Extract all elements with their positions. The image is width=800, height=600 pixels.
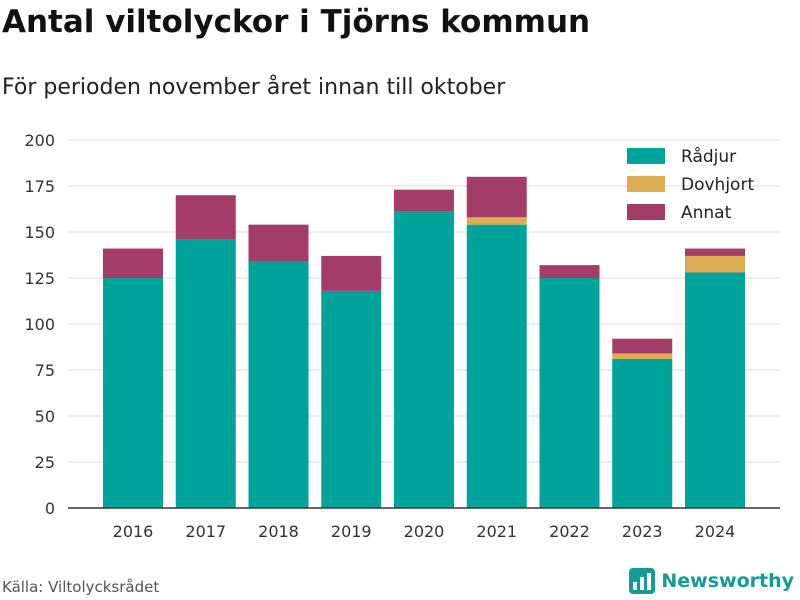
bar-segment — [539, 278, 600, 508]
y-tick-label: 75 — [35, 361, 55, 380]
x-tick-label: 2018 — [258, 522, 299, 541]
bar-segment — [685, 248, 745, 256]
x-tick-label: 2019 — [331, 522, 372, 541]
y-tick-label: 150 — [24, 223, 55, 242]
x-tick-label: 2017 — [185, 522, 226, 541]
legend-label: Annat — [681, 203, 732, 223]
bar-segment — [612, 353, 673, 359]
y-tick-label: 125 — [24, 269, 55, 288]
legend-swatch — [627, 148, 665, 164]
bar-segment — [248, 261, 309, 508]
y-tick-label: 100 — [24, 315, 55, 334]
x-tick-label: 2020 — [404, 522, 445, 541]
bar-segment — [321, 290, 382, 508]
y-tick-label: 200 — [24, 131, 55, 150]
bar-segment — [175, 239, 236, 509]
bar-segment — [466, 176, 527, 218]
bar-segment — [248, 224, 309, 262]
y-tick-label: 175 — [24, 177, 55, 196]
bar-segment — [175, 195, 236, 240]
bar-segment — [466, 224, 527, 508]
bar-segment — [321, 255, 382, 291]
x-tick-label: 2024 — [695, 522, 736, 541]
x-tick-label: 2021 — [476, 522, 517, 541]
bar-segment — [612, 338, 673, 354]
legend-label: Rådjur — [681, 146, 736, 167]
bar-segment — [685, 272, 745, 508]
legend-swatch — [627, 176, 665, 192]
x-tick-label: 2023 — [622, 522, 663, 541]
y-tick-label: 0 — [45, 499, 55, 518]
y-tick-label: 25 — [35, 453, 55, 472]
bar-segment — [466, 217, 527, 225]
source-note: Källa: Viltolycksrådet — [2, 578, 160, 596]
bar-segment — [685, 255, 745, 273]
bar-segment — [103, 278, 163, 508]
bar-segment — [612, 358, 673, 508]
newsworthy-logo-icon — [629, 568, 656, 594]
bar-segment — [103, 248, 163, 278]
brand-name: Newsworthy — [661, 570, 794, 592]
legend-swatch — [627, 204, 665, 220]
legend-label: Dovhjort — [681, 175, 754, 195]
chart-title: Antal viltolyckor i Tjörns kommun — [2, 4, 591, 40]
bar-segment — [394, 211, 454, 508]
brand-logo: Newsworthy — [629, 568, 794, 594]
chart-subtitle: För perioden november året innan till ok… — [2, 75, 506, 100]
y-tick-label: 50 — [35, 407, 55, 426]
bar-segment — [539, 265, 600, 278]
x-tick-label: 2022 — [549, 522, 590, 541]
bar-segment — [394, 189, 454, 212]
x-tick-label: 2016 — [113, 522, 154, 541]
